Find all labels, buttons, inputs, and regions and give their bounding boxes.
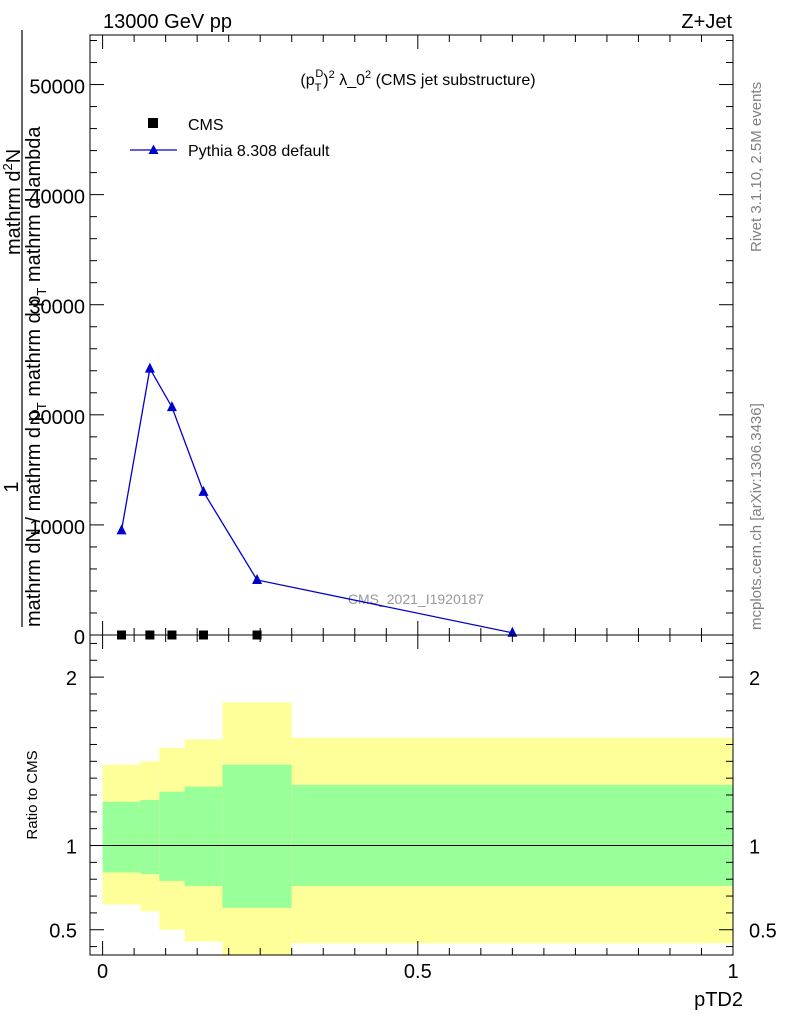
main-y-axis-label: 1 mathrm dN / mathrm d pT mathrm d pT ma… [0, 30, 49, 627]
ratio-bands [102, 702, 733, 955]
ratio-band-inner [159, 791, 185, 881]
ratio-ytick-label: 0.5 [49, 921, 77, 943]
ratio-band-inner [222, 764, 292, 908]
ratio-xtick-label: 0.5 [404, 961, 432, 983]
x-axis-label: pTD2 [694, 989, 743, 1011]
y-label-numerator-one: 1 [1, 481, 23, 492]
process-label: Z+Jet [681, 11, 732, 33]
ratio-y-axis-label: Ratio to CMS [24, 750, 41, 839]
ratio-xtick-label: 1 [727, 961, 738, 983]
main-ytick-label: 20000 [29, 407, 85, 429]
pythia-point [166, 401, 177, 412]
ratio-band-inner [184, 786, 223, 886]
pythia-series-line [120, 366, 513, 634]
legend-cms-label: CMS [188, 117, 224, 134]
main-x-ticks [102, 35, 734, 635]
rivet-version-label: Rivet 3.1.10, 2.5M events [748, 82, 765, 252]
main-y-ticks: 0 10000 20000 30000 40000 50000 [29, 40, 733, 649]
energy-label: 13000 GeV pp [103, 11, 232, 33]
ratio-x-ticks: 0 0.5 1 [97, 635, 739, 983]
main-ytick-label: 0 [74, 627, 85, 649]
legend-cms-marker [148, 118, 158, 128]
ratio-band-inner [291, 784, 733, 886]
ratio-ytick-label: 2 [66, 668, 77, 690]
legend: CMS Pythia 8.308 default [130, 117, 330, 160]
y-label-numerator-d2n: mathrm d2N [0, 149, 25, 255]
ratio-ytick-label-right: 2 [749, 668, 760, 690]
pythia-point [144, 362, 155, 373]
ratio-band-inner [102, 801, 141, 873]
main-plot: 0 10000 20000 30000 40000 50000 (pTD)2 λ_02 (… [0, 30, 734, 649]
main-ytick-label: 50000 [29, 77, 85, 99]
ratio-ytick-label: 1 [66, 837, 77, 859]
ratio-xtick-label: 0 [97, 961, 108, 983]
pythia-point [198, 485, 209, 496]
y-label-denominator: mathrm dN / mathrm d pT mathrm d pT math… [23, 126, 49, 627]
main-ytick-label: 30000 [29, 297, 85, 319]
pythia-point [252, 573, 263, 584]
mcplots-label: mcplots.cern.ch [arXiv:1306.3436] [748, 403, 765, 630]
pythia-point [116, 524, 127, 535]
ratio-band-inner [140, 800, 160, 875]
ratio-ytick-label-right: 0.5 [749, 921, 777, 943]
ratio-ytick-label-right: 1 [749, 837, 760, 859]
ratio-plot: 0.5 0.51 12 2 0 0.5 1 Ratio to CMS pTD2 [24, 634, 777, 1011]
legend-pythia-marker [148, 144, 159, 154]
pythia-point [507, 626, 518, 637]
analysis-watermark: CMS_2021_I1920187 [348, 591, 484, 607]
legend-pythia-label: Pythia 8.308 default [188, 143, 330, 160]
plot-title: (pTD)2 λ_02 (CMS jet substructure) [300, 68, 535, 94]
ratio-y-ticks: 0.5 0.5 1 1 2 2 [49, 642, 777, 948]
main-ytick-label: 10000 [29, 517, 85, 539]
main-ytick-label: 40000 [29, 187, 85, 209]
main-frame [89, 34, 734, 636]
